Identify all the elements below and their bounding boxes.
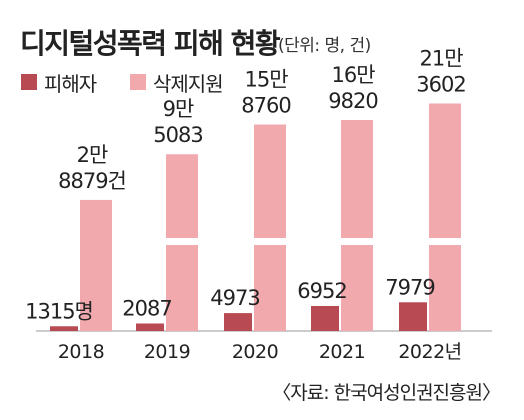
x-tick-label-2022: 2022년 bbox=[398, 341, 461, 363]
data-label-deletion-2019-line2: 5083 bbox=[153, 123, 202, 147]
legend-item-victims: 피해자 bbox=[21, 70, 97, 96]
data-label-deletion-2022-line1: 21만 bbox=[419, 46, 463, 70]
legend-swatch-victims bbox=[21, 74, 37, 90]
data-label-deletion-2018-line1: 2만 bbox=[77, 143, 108, 167]
x-tick-label-2020: 2020 bbox=[232, 341, 278, 363]
x-tick-label-2021: 2021 bbox=[319, 341, 365, 363]
bar-deletion-2022 bbox=[429, 103, 461, 331]
x-tick-label-2018: 2018 bbox=[58, 341, 104, 363]
bar-victims-2020 bbox=[224, 313, 252, 331]
axis-break-2021 bbox=[341, 238, 373, 245]
data-label-victims-2019: 2087 bbox=[122, 296, 171, 320]
data-label-deletion-2020-line1: 15만 bbox=[244, 68, 288, 92]
axis-break-2020 bbox=[254, 238, 286, 245]
data-label-deletion-2020-line2: 8760 bbox=[241, 94, 290, 118]
data-label-deletion-2022-line2: 3602 bbox=[416, 72, 465, 96]
data-label-deletion-2021-line2: 9820 bbox=[328, 89, 377, 113]
bar-victims-2022 bbox=[399, 302, 427, 331]
source-note: 〈자료: 한국여성인권진흥원〉 bbox=[272, 382, 501, 404]
data-label-victims-2022: 7979 bbox=[385, 275, 434, 299]
data-label-victims-2020: 4973 bbox=[210, 286, 259, 310]
legend-swatch-deletion bbox=[130, 74, 146, 90]
data-label-victims-2018: 1315명 bbox=[25, 299, 93, 323]
data-label-deletion-2018-line2: 8879건 bbox=[58, 169, 126, 193]
x-tick-label-2019: 2019 bbox=[144, 341, 190, 363]
bar-deletion-2021 bbox=[341, 120, 373, 331]
data-label-deletion-2019-line1: 9만 bbox=[163, 97, 194, 121]
chart-title: 디지털성폭력 피해 현황 bbox=[20, 27, 281, 60]
legend-label-deletion: 삭제지원 bbox=[153, 71, 224, 96]
data-label-deletion-2021-line1: 16만 bbox=[331, 63, 375, 87]
legend-label-victims: 피해자 bbox=[44, 71, 97, 96]
axis-break-2019 bbox=[166, 238, 198, 245]
bar-victims-2021 bbox=[311, 305, 339, 331]
bar-victims-2018 bbox=[50, 326, 78, 331]
axis-break-2022 bbox=[429, 238, 461, 245]
legend-item-deletion: 삭제지원 bbox=[130, 70, 224, 96]
data-label-victims-2021: 6952 bbox=[297, 279, 346, 303]
unit-label: (단위: 명, 건) bbox=[278, 36, 371, 56]
bar-deletion-2020 bbox=[254, 124, 286, 331]
bar-deletion-2018 bbox=[80, 199, 112, 331]
bar-victims-2019 bbox=[136, 323, 164, 331]
